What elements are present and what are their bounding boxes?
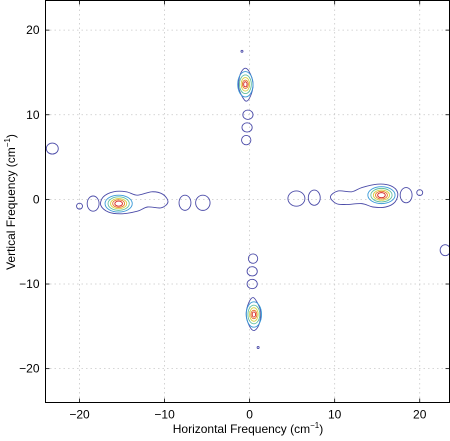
contour-level-4 [112, 199, 126, 208]
axis-ticks [45, 0, 450, 403]
contour-level-1 [237, 71, 254, 98]
contour-level-5 [114, 200, 123, 207]
contour-level-0 [241, 122, 253, 133]
contour-level-4 [375, 190, 388, 200]
contour-level-4 [241, 79, 249, 89]
x-tick-label: 0 [246, 408, 253, 422]
x-tick-label: −10 [154, 408, 175, 422]
x-tick-label: 20 [413, 408, 427, 422]
contour-level-0 [45, 142, 59, 155]
contour-level-0 [416, 189, 424, 197]
y-tick-label: −20 [19, 362, 40, 376]
contour-level-0 [439, 244, 450, 257]
contour-level-1 [367, 186, 396, 205]
y-tick-label: 10 [26, 108, 40, 122]
contour-level-0 [247, 253, 259, 264]
contour-level-1 [245, 301, 262, 328]
contour-level-2 [107, 196, 130, 211]
contour-level-5 [243, 81, 248, 88]
contour-level-0 [76, 202, 83, 210]
contour-level-0 [329, 183, 399, 208]
contour-level-0 [86, 195, 100, 212]
contour-level-3 [110, 198, 128, 210]
tick-labels: −20 −10 0 10 20 −20 −10 0 10 20 [19, 23, 427, 421]
x-tick-label: 10 [328, 408, 342, 422]
contour-level-0 [256, 346, 260, 349]
contour-level-2 [247, 304, 261, 325]
contour-level-0 [241, 135, 252, 146]
contour-level-4 [250, 309, 258, 320]
contour-level-0 [178, 194, 192, 211]
contour-level-0 [246, 278, 258, 290]
contour-level-0 [307, 189, 321, 206]
contour-level-0 [399, 187, 413, 204]
x-tick-label: −20 [69, 408, 90, 422]
y-axis-label: Vertical Frequency (cm−1) [3, 134, 18, 270]
contour-level-5 [251, 311, 257, 318]
contour-level-0 [246, 266, 258, 277]
contour-level-0 [242, 109, 254, 120]
contour-level-2 [238, 74, 252, 95]
contour-level-2 [370, 187, 393, 203]
contour-level-5 [377, 192, 386, 199]
y-tick-label: 20 [26, 23, 40, 37]
contour-level-3 [249, 307, 259, 322]
contour-level-0 [240, 49, 244, 53]
x-axis-label: Horizontal Frequency (cm−1) [173, 421, 324, 436]
y-tick-label: 0 [33, 192, 40, 206]
contour-level-0 [287, 190, 306, 207]
contour-level-0 [195, 194, 211, 211]
contour-level-0 [100, 190, 169, 215]
contour-level-3 [372, 189, 390, 201]
contour-lines [45, 49, 450, 349]
contour-level-1 [104, 194, 133, 213]
y-tick-label: −10 [19, 277, 40, 291]
contour-level-3 [240, 77, 251, 92]
